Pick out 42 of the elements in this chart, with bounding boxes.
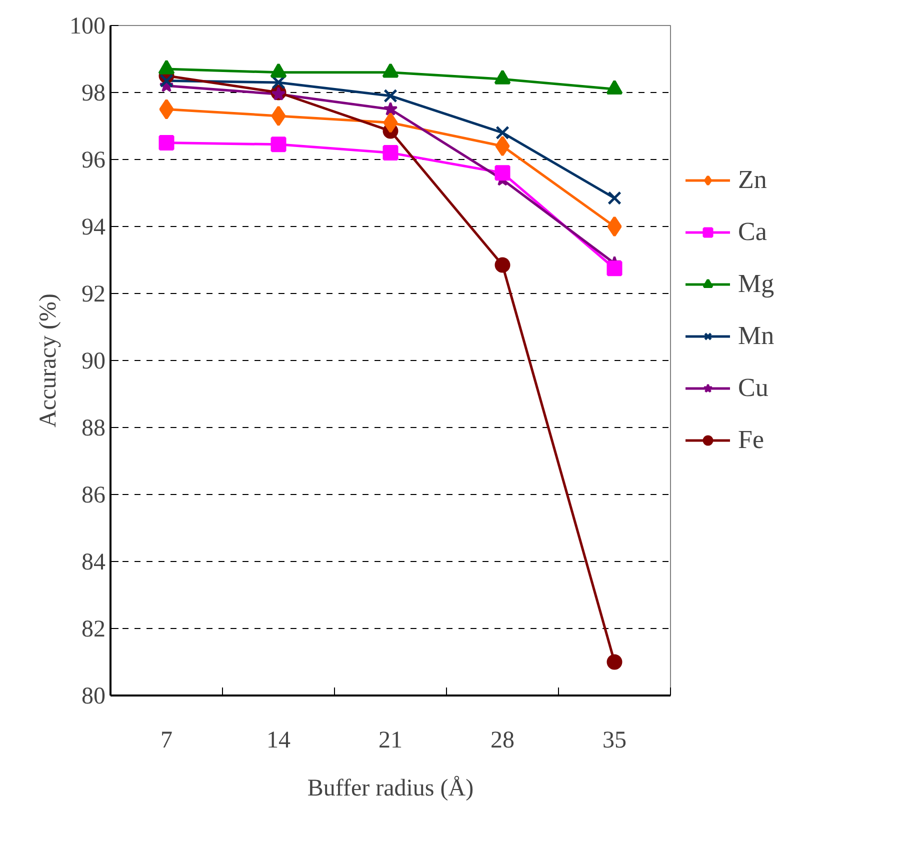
y-tick-label: 96 [82, 148, 106, 174]
y-tick-label: 82 [82, 616, 106, 642]
point [496, 126, 510, 140]
point [494, 165, 510, 181]
point [272, 76, 286, 90]
legend-label: Zn [738, 165, 768, 195]
x-tick-label: 14 [266, 728, 290, 754]
point [383, 102, 398, 116]
point [271, 106, 286, 126]
legend-label: Mg [738, 269, 776, 299]
point [384, 88, 398, 103]
legend-label: Fe [738, 425, 765, 455]
legend-label: Mn [738, 321, 776, 351]
x-tick-label: 35 [602, 728, 626, 754]
point [606, 260, 622, 276]
point [159, 99, 174, 120]
point [606, 654, 622, 670]
y-tick-label: 84 [82, 550, 106, 576]
point [383, 112, 398, 133]
y-tick-label: 80 [82, 684, 106, 710]
y-tick-label: 100 [70, 14, 106, 40]
x-axis-title: Buffer radius (Å) [307, 776, 474, 802]
legend-label: Cu [738, 373, 770, 403]
point [270, 136, 286, 152]
point [158, 135, 174, 150]
y-tick-label: 92 [82, 282, 106, 308]
y-tick-label: 86 [82, 482, 106, 508]
point [382, 145, 398, 161]
x-tick-label: 21 [378, 728, 402, 754]
x-tick-label: 7 [160, 728, 172, 754]
x-tick-label: 28 [490, 728, 514, 754]
y-tick-label: 98 [82, 80, 106, 106]
y-tick-label: 88 [82, 416, 106, 442]
y-tick-label: 90 [82, 348, 106, 374]
point [608, 191, 622, 205]
legend-label: Ca [738, 217, 768, 247]
point [494, 257, 510, 273]
y-axis-title: Accuracy (%) [36, 294, 62, 428]
point [495, 136, 510, 156]
point [160, 74, 174, 88]
y-tick-label: 94 [82, 214, 106, 240]
point [607, 216, 622, 237]
